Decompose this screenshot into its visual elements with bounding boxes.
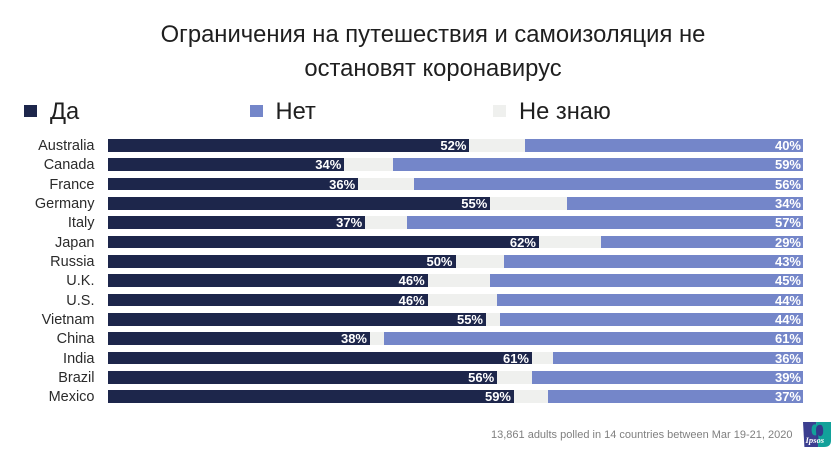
svg-text:Ipsos: Ipsos [805,435,825,445]
